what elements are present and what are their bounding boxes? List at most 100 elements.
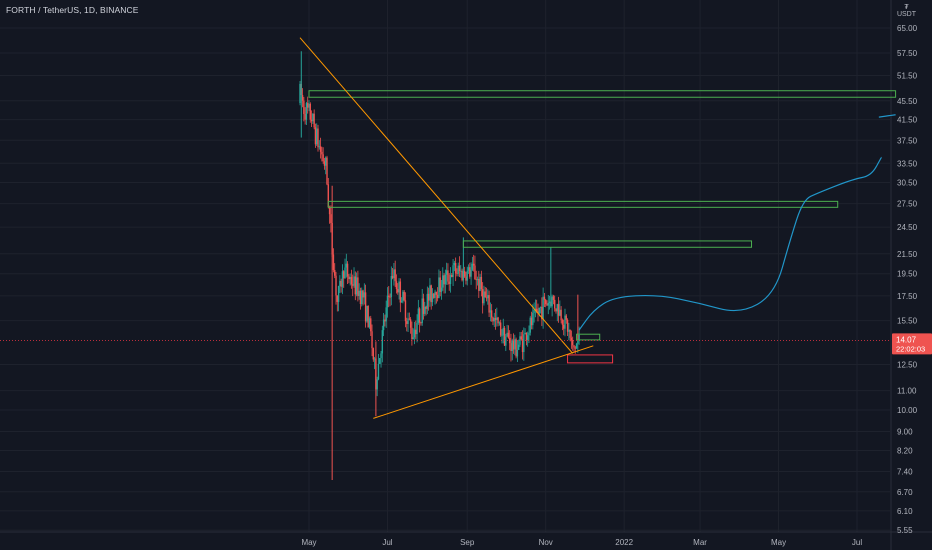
candle-body [475,279,477,281]
candle-body [408,318,411,320]
y-tick-label: 6.70 [897,488,913,497]
candle-body [377,363,380,380]
candle-body [339,280,341,286]
candle-body [371,331,373,349]
interval-label: 1D [84,5,96,15]
candle-body [391,275,394,279]
candle-body [479,276,481,291]
candle-body [431,293,434,303]
candle-body [358,290,360,297]
candle-body [467,267,470,271]
y-tick-label: 9.00 [897,428,913,437]
x-tick-label: 2022 [615,538,633,547]
candle-body [472,263,475,266]
candle-body [380,353,382,359]
candle-body [497,317,499,324]
candle-body [429,285,431,301]
y-tick-label: 45.50 [897,97,918,106]
candle-body [386,295,389,308]
candle-body [569,329,571,338]
candle-body [413,329,416,338]
projection-path[interactable] [578,156,883,331]
candle-body [422,298,425,314]
candle-body [390,275,393,298]
candle-body [572,340,574,346]
candle-body [430,285,432,303]
candle-body [314,127,317,145]
candle-body [566,319,569,332]
candle-body [322,154,324,162]
candle-body [330,214,332,223]
candle-body [463,270,466,277]
candle-body [547,303,549,306]
y-tick-label: 33.50 [897,159,918,168]
candle-body [502,327,504,336]
candle-body [416,322,418,335]
candle-body [449,275,452,284]
candle-body [328,207,331,215]
candle-body [511,340,513,352]
descending-resistance[interactable] [299,37,574,354]
candle-body [542,296,544,320]
candle-body [578,334,580,341]
exchange-label: BINANCE [100,5,139,15]
candle-body [433,293,435,298]
candle-body [480,276,483,290]
y-tick-label: 65.00 [897,24,918,33]
upper-resistance-zone[interactable] [308,90,897,98]
candle-body [489,310,492,313]
candle-body [512,340,515,350]
candle-body [384,319,386,322]
candle-body [466,270,468,281]
candle-body [363,292,366,298]
candle-body [335,275,337,296]
candle-body [521,339,524,353]
y-tick-label: 19.50 [897,270,918,279]
candle-body [501,335,503,337]
currency-label: USDT [896,11,916,18]
candle-body [343,271,345,279]
candle-body [484,291,486,298]
candle-body [327,184,329,208]
candle-body [326,157,328,185]
y-tick-label: 6.10 [897,507,913,516]
candle-body [379,358,381,364]
candle-body [310,119,313,122]
stop-zone[interactable] [567,354,614,364]
candle-body [454,262,457,274]
candle-body [564,315,566,329]
entry-zone[interactable] [576,333,601,341]
candle-body [334,270,336,276]
candle-body [309,103,311,120]
candle-body [559,309,561,316]
y-tick-label: 17.50 [897,292,918,301]
y-tick-label: 21.50 [897,250,918,259]
candle-body [301,95,304,101]
x-tick-label: Sep [460,538,475,547]
resistance-zone-27[interactable] [327,200,839,208]
candle-body [418,308,421,323]
candle-body [353,276,355,286]
candle-body [420,322,422,324]
candle-body [474,265,476,280]
candle-body [438,277,440,299]
projection-path-top[interactable] [878,114,896,118]
candle-body [523,334,525,353]
candle-body [534,308,537,310]
candle-body [553,299,556,309]
candle-body [367,305,369,328]
y-tick-label: 8.20 [897,447,913,456]
y-tick-label: 30.50 [897,178,918,187]
ascending-support[interactable] [373,345,594,419]
candle-body [340,280,342,287]
candle-body [452,265,454,278]
candle-body [435,291,438,295]
candle-body [407,318,409,324]
candle-body [316,128,318,145]
candle-body [551,296,553,307]
resistance-zone-22[interactable] [462,240,753,248]
candle-body [415,329,417,335]
candle-body [556,304,558,312]
